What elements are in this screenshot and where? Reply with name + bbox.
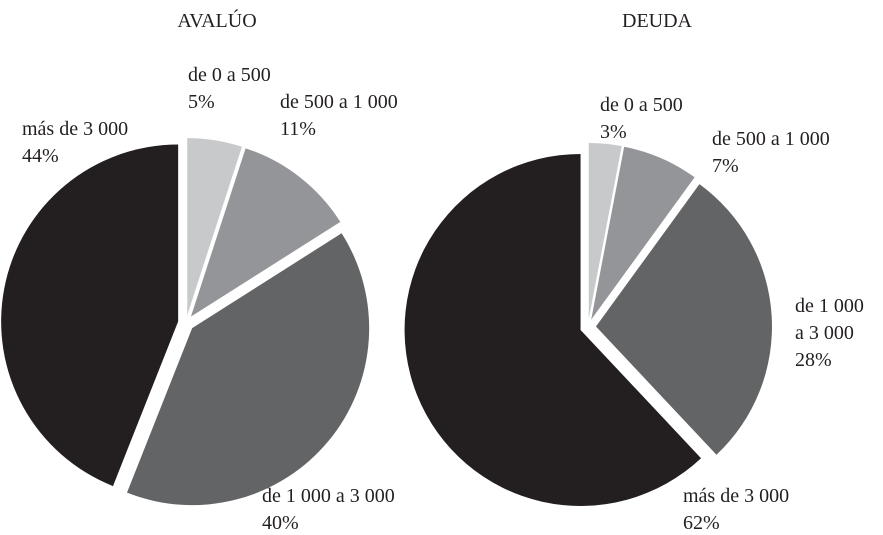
pie-slice bbox=[588, 143, 622, 320]
pie-slice bbox=[127, 233, 370, 506]
slice-label: más de 3 000 62% bbox=[683, 483, 863, 535]
category-label: de 0 a 500 bbox=[188, 64, 271, 86]
slice-label: de 1 000 a 3 000 28% bbox=[795, 293, 870, 374]
pie-slice bbox=[187, 138, 242, 316]
value-label: 11% bbox=[280, 118, 316, 140]
slice-label: de 0 a 500 3% bbox=[600, 92, 760, 146]
slice-label: de 1 000 a 3 000 40% bbox=[262, 483, 462, 535]
slice-label: de 0 a 500 5% bbox=[188, 62, 348, 116]
value-label: 62% bbox=[683, 512, 720, 534]
category-label: de 1 000 a 3 000 bbox=[262, 485, 395, 507]
pie-slice bbox=[591, 146, 695, 320]
pie-slice bbox=[595, 184, 772, 455]
value-label: 40% bbox=[262, 512, 299, 534]
value-label: 7% bbox=[712, 155, 739, 177]
pie-slice bbox=[404, 153, 702, 506]
category-label: de 0 a 500 bbox=[600, 94, 683, 116]
category-label: de 500 a 1 000 bbox=[280, 91, 398, 113]
chart-title: DEUDA bbox=[622, 10, 692, 32]
category-label: más de 3 000 bbox=[683, 485, 790, 507]
chart-title: AVALÚO bbox=[177, 10, 257, 32]
value-label: 44% bbox=[22, 145, 59, 167]
category-label: de 500 a 1 000 bbox=[712, 128, 830, 150]
value-label: 28% bbox=[795, 349, 832, 371]
slice-label: de 500 a 1 000 7% bbox=[712, 126, 883, 180]
value-label: 3% bbox=[600, 121, 627, 143]
pie-slice bbox=[1, 144, 179, 487]
slice-label: de 500 a 1 000 11% bbox=[280, 89, 460, 143]
category-label: más de 3 000 bbox=[22, 118, 129, 140]
pie-slice bbox=[190, 148, 341, 317]
slice-label: más de 3 000 44% bbox=[22, 116, 202, 170]
category-label: de 1 000 a 3 000 bbox=[795, 295, 864, 344]
value-label: 5% bbox=[188, 91, 215, 113]
